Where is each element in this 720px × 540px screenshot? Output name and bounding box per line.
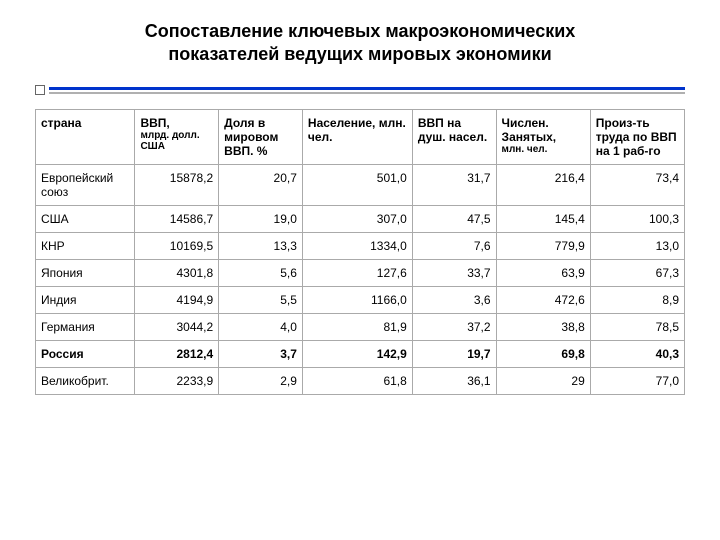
title-rule: [35, 85, 685, 99]
th-text: Произ-ть труда по ВВП на 1 раб-го: [596, 116, 677, 158]
macro-table: страна ВВП, млрд. долл. США Доля в миров…: [35, 109, 685, 395]
slide-title: Сопоставление ключевых макроэкономически…: [35, 20, 685, 67]
cell-value: 69,8: [496, 340, 590, 367]
cell-value: 3,6: [412, 286, 496, 313]
cell-value: 4,0: [219, 313, 303, 340]
cell-value: 2,9: [219, 367, 303, 394]
rule-square-icon: [35, 85, 45, 95]
cell-value: 19,7: [412, 340, 496, 367]
th-pop: Население, млн. чел.: [302, 109, 412, 164]
cell-value: 7,6: [412, 232, 496, 259]
cell-value: 13,3: [219, 232, 303, 259]
cell-value: 13,0: [590, 232, 684, 259]
cell-value: 8,9: [590, 286, 684, 313]
cell-value: 20,7: [219, 164, 303, 205]
cell-value: 73,4: [590, 164, 684, 205]
th-productivity: Произ-ть труда по ВВП на 1 раб-го: [590, 109, 684, 164]
cell-value: 33,7: [412, 259, 496, 286]
th-sub: млн. чел.: [502, 144, 585, 155]
cell-value: 142,9: [302, 340, 412, 367]
cell-country: Европейский союз: [36, 164, 135, 205]
cell-country: Германия: [36, 313, 135, 340]
cell-value: 472,6: [496, 286, 590, 313]
table-header-row: страна ВВП, млрд. долл. США Доля в миров…: [36, 109, 685, 164]
cell-value: 5,5: [219, 286, 303, 313]
cell-value: 216,4: [496, 164, 590, 205]
table-row: США14586,719,0307,047,5145,4100,3: [36, 205, 685, 232]
cell-value: 307,0: [302, 205, 412, 232]
cell-value: 14586,7: [135, 205, 219, 232]
cell-value: 47,5: [412, 205, 496, 232]
cell-value: 19,0: [219, 205, 303, 232]
cell-value: 38,8: [496, 313, 590, 340]
cell-value: 31,7: [412, 164, 496, 205]
cell-country: КНР: [36, 232, 135, 259]
cell-value: 1166,0: [302, 286, 412, 313]
th-text: Числен. Занятых,: [502, 116, 557, 144]
table-row: Россия2812,43,7142,919,769,840,3: [36, 340, 685, 367]
table-body: Европейский союз15878,220,7501,031,7216,…: [36, 164, 685, 394]
cell-value: 36,1: [412, 367, 496, 394]
cell-value: 779,9: [496, 232, 590, 259]
cell-country: США: [36, 205, 135, 232]
table-row: КНР10169,513,31334,07,6779,913,0: [36, 232, 685, 259]
cell-value: 81,9: [302, 313, 412, 340]
cell-value: 4301,8: [135, 259, 219, 286]
cell-country: Индия: [36, 286, 135, 313]
th-percap: ВВП на душ. насел.: [412, 109, 496, 164]
rule-gray-line: [49, 92, 685, 94]
cell-value: 100,3: [590, 205, 684, 232]
cell-value: 145,4: [496, 205, 590, 232]
title-line-2: показателей ведущих мировых экономики: [168, 44, 551, 64]
cell-value: 2812,4: [135, 340, 219, 367]
table-row: Европейский союз15878,220,7501,031,7216,…: [36, 164, 685, 205]
cell-value: 77,0: [590, 367, 684, 394]
th-text: ВВП,: [140, 116, 169, 130]
title-line-1: Сопоставление ключевых макроэкономически…: [145, 21, 576, 41]
cell-value: 63,9: [496, 259, 590, 286]
cell-value: 1334,0: [302, 232, 412, 259]
th-country: страна: [36, 109, 135, 164]
th-text: Население, млн. чел.: [308, 116, 406, 144]
th-text: Доля в мировом ВВП. %: [224, 116, 278, 158]
cell-value: 2233,9: [135, 367, 219, 394]
th-sub: млрд. долл. США: [140, 130, 213, 152]
th-text: ВВП на душ. насел.: [418, 116, 487, 144]
cell-country: Великобрит.: [36, 367, 135, 394]
th-gdp: ВВП, млрд. долл. США: [135, 109, 219, 164]
cell-country: Россия: [36, 340, 135, 367]
cell-value: 127,6: [302, 259, 412, 286]
cell-value: 3044,2: [135, 313, 219, 340]
th-text: страна: [41, 116, 81, 130]
cell-value: 61,8: [302, 367, 412, 394]
cell-value: 40,3: [590, 340, 684, 367]
th-employed: Числен. Занятых, млн. чел.: [496, 109, 590, 164]
table-row: Япония4301,85,6127,633,763,967,3: [36, 259, 685, 286]
cell-value: 501,0: [302, 164, 412, 205]
cell-value: 3,7: [219, 340, 303, 367]
table-row: Индия4194,95,51166,03,6472,68,9: [36, 286, 685, 313]
cell-value: 4194,9: [135, 286, 219, 313]
cell-value: 29: [496, 367, 590, 394]
rule-blue-line: [49, 87, 685, 90]
th-share: Доля в мировом ВВП. %: [219, 109, 303, 164]
table-row: Великобрит.2233,92,961,836,12977,0: [36, 367, 685, 394]
cell-country: Япония: [36, 259, 135, 286]
cell-value: 10169,5: [135, 232, 219, 259]
table-row: Германия3044,24,081,937,238,878,5: [36, 313, 685, 340]
cell-value: 78,5: [590, 313, 684, 340]
cell-value: 67,3: [590, 259, 684, 286]
cell-value: 37,2: [412, 313, 496, 340]
cell-value: 15878,2: [135, 164, 219, 205]
cell-value: 5,6: [219, 259, 303, 286]
